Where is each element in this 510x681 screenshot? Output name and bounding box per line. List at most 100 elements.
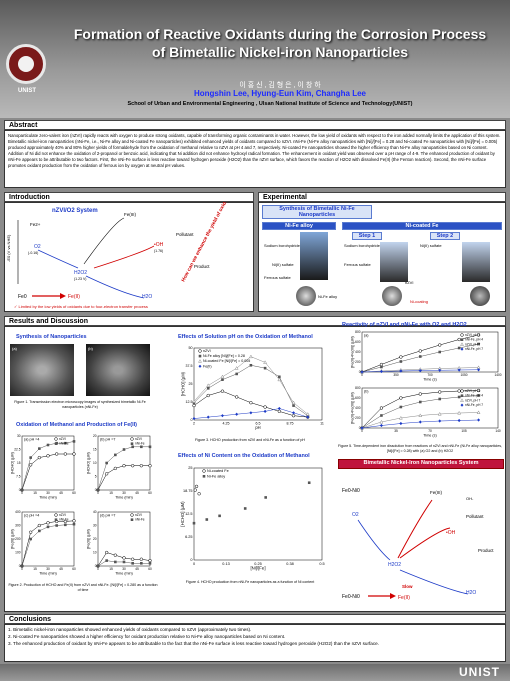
footer-logo: UNIST	[459, 665, 500, 679]
x-axis-label: pH	[255, 425, 260, 430]
x-tick-label: 6.5	[256, 422, 261, 426]
figure-2-caption: Figure 2. Production of HCHO and Fe(II) …	[8, 583, 158, 592]
data-point	[399, 355, 403, 359]
data-point	[37, 455, 41, 460]
x-tick-label: 45	[59, 567, 63, 571]
data-point	[140, 445, 143, 449]
affiliation: School of Urban and Environmental Engine…	[127, 101, 413, 107]
plot-frame	[21, 435, 75, 491]
y-tick-label: 600	[355, 396, 361, 400]
legend-marker	[54, 442, 58, 445]
system-subheading: Bimetallic Nickel-Iron Nanoparticles Sys…	[338, 459, 504, 469]
data-point	[192, 399, 196, 403]
data-point	[148, 562, 152, 565]
plot-frame	[193, 467, 323, 561]
data-point	[38, 447, 41, 450]
conclusions-heading: Conclusions	[4, 614, 506, 624]
data-point	[192, 403, 196, 408]
data-point	[192, 521, 196, 525]
x-tick-label: 140	[495, 429, 501, 433]
legend-entry: nNi-Fe	[135, 518, 145, 522]
y-tick-label: 20	[93, 537, 97, 541]
data-point	[249, 411, 253, 415]
conclusion-item: 3. The enhanced production of oxidant by…	[8, 641, 379, 646]
legend-marker	[460, 389, 464, 393]
x-tick-label: 0.25	[254, 562, 261, 566]
data-point	[477, 394, 480, 397]
legend-entry: Fe(II)	[203, 364, 212, 368]
y-tick-label: 30	[17, 434, 21, 438]
particle-image-alloy	[296, 286, 316, 306]
data-point	[122, 560, 126, 564]
y-tick-label: 100	[15, 551, 21, 555]
data-point	[379, 362, 384, 367]
x-tick-label: 1400	[494, 373, 501, 377]
x-tick-label: 105	[461, 429, 467, 433]
x-tick-label: 35	[394, 429, 398, 433]
data-point	[206, 387, 210, 390]
data-point	[477, 368, 481, 372]
series-line	[97, 465, 150, 491]
x-tick-label: 8.75	[287, 422, 294, 426]
legend-entry: nNi-Fe	[59, 518, 69, 522]
data-point	[46, 454, 50, 458]
x-tick-label: 45	[59, 491, 63, 495]
data-point	[457, 337, 461, 342]
product-nzvi-label: nZVI	[405, 280, 414, 285]
x-axis-label: Time (s)	[423, 377, 436, 381]
chart-title: (b)	[364, 390, 369, 394]
data-point	[418, 413, 423, 417]
sys-o2: O2	[352, 512, 359, 518]
data-point	[379, 419, 384, 424]
x-tick-label: 0	[361, 429, 363, 433]
data-point	[20, 564, 24, 568]
legend-entry: nNi-Fe, pH 4	[465, 394, 483, 398]
legend-marker	[130, 518, 134, 521]
x-tick-label: 30	[122, 491, 126, 495]
data-point	[263, 360, 268, 364]
legend-marker	[460, 347, 464, 351]
data-point	[64, 441, 67, 445]
x-tick-label: 15	[109, 491, 113, 495]
data-point	[438, 390, 442, 394]
y-tick-label: 0	[95, 564, 97, 568]
y-tick-label: 22.5	[14, 448, 20, 452]
data-point	[72, 519, 76, 523]
legend-entry: nNi-Fe	[59, 442, 69, 446]
data-point	[249, 401, 253, 405]
y-tick-label: 6.25	[185, 535, 192, 539]
x-tick-label: 700	[427, 373, 433, 377]
data-point	[277, 409, 281, 414]
coated-heading: Ni-coated Fe	[342, 222, 502, 230]
data-point	[476, 410, 481, 414]
data-point	[131, 464, 135, 468]
legend-marker	[460, 398, 464, 402]
y-tick-label: 50	[189, 346, 193, 350]
conclusion-item: 1. Bimetallic nickel-iron nanoparticles …	[8, 627, 252, 632]
y-tick-label: 400	[15, 510, 21, 514]
y-axis-label: [Fe(II)] (µM)	[87, 529, 91, 549]
x-tick-label: 15	[33, 491, 37, 495]
x-tick-label: 45	[135, 567, 139, 571]
x-tick-label: 45	[135, 491, 139, 495]
title-line-2: of Bimetallic Nickel-iron Nanoparticles	[152, 44, 408, 60]
experimental-heading: Experimental	[258, 192, 506, 202]
legend-marker	[198, 364, 202, 368]
legend-entry: nZVI, pH 7	[465, 342, 480, 346]
reagent-6: Ni(II) sulfate	[420, 243, 442, 248]
x-tick-label: 0.5	[319, 562, 324, 566]
sys-slow: Slow	[402, 584, 413, 589]
plot-frame	[361, 387, 499, 429]
reagent-3: Ferrous sulfate	[264, 275, 291, 280]
x-tick-label: 30	[46, 491, 50, 495]
legend-entry: nZVI, pH 4	[465, 333, 480, 337]
data-point	[291, 414, 296, 418]
data-point	[263, 409, 267, 413]
data-point	[63, 519, 67, 524]
legend-marker	[54, 518, 58, 521]
data-point	[235, 395, 239, 399]
product-alloy-label: Ni-Fe alloy	[318, 294, 338, 299]
